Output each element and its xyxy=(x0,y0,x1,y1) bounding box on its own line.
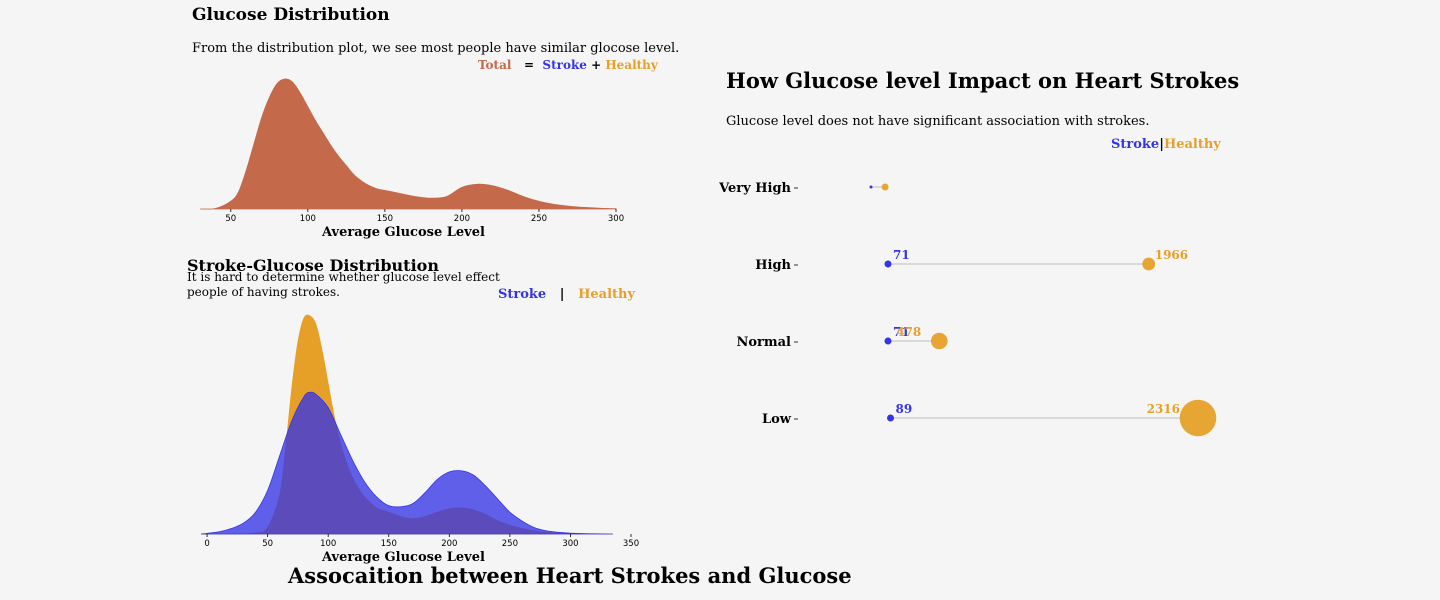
legend-stroke: Stroke xyxy=(1111,137,1160,152)
stroke-glucose-title: Stroke-Glucose Distribution xyxy=(187,256,439,275)
stroke-value-label: 89 xyxy=(896,402,913,416)
x-tick-label: 250 xyxy=(502,539,518,549)
healthy-point xyxy=(881,183,889,191)
x-tick-label: 300 xyxy=(562,539,578,549)
stroke-glucose-plot: 0 50 100 150 200 250 300 350 xyxy=(200,314,639,549)
x-tick-label: 50 xyxy=(225,214,236,224)
x-tick-label: 100 xyxy=(320,539,336,549)
impact-title: How Glucose level Impact on Heart Stroke… xyxy=(726,68,1240,93)
x-tick-label: 250 xyxy=(531,214,547,224)
x-tick-label: 200 xyxy=(454,214,470,224)
glucose-dist-subtitle: From the distribution plot, we see most … xyxy=(192,41,680,56)
healthy-value-label: 478 xyxy=(896,325,921,339)
stroke-point xyxy=(869,185,873,189)
glucose-dist-plot: 50 100 150 200 250 300 xyxy=(199,78,624,224)
stroke-point xyxy=(884,337,892,345)
category-label: Very High xyxy=(718,181,791,196)
healthy-point xyxy=(1142,257,1156,271)
legend-healthy: Healthy xyxy=(1163,137,1221,152)
glucose-dist-xlabel: Average Glucose Level xyxy=(322,225,485,240)
legend-total: Total xyxy=(478,58,512,72)
x-tick-label: 200 xyxy=(441,539,457,549)
healthy-value-label: 2316 xyxy=(1147,402,1180,416)
stroke-glucose-xlabel: Average Glucose Level xyxy=(322,550,485,565)
stroke-glucose-legend: Stroke | Healthy xyxy=(498,287,635,302)
legend-healthy: Healthy xyxy=(578,287,636,302)
stroke-glucose-subtitle-line1: It is hard to determine whether glucose … xyxy=(187,270,500,284)
glucose-dist-title: Glucose Distribution xyxy=(192,5,390,25)
figure-suptitle: Assocaition between Heart Strokes and Gl… xyxy=(288,563,852,588)
x-tick-label: 150 xyxy=(381,539,397,549)
stroke-point xyxy=(884,260,892,268)
stroke-value-label: 71 xyxy=(893,325,910,339)
stroke-point xyxy=(887,414,895,422)
healthy-point xyxy=(1179,399,1217,437)
stroke-glucose-subtitle-line2: people of having strokes. xyxy=(187,285,340,299)
x-tick-label: 100 xyxy=(300,214,316,224)
legend-separator: | xyxy=(559,287,565,302)
healthy-value-label: 1966 xyxy=(1155,248,1188,262)
x-tick-label: 350 xyxy=(623,539,639,549)
x-tick-label: 0 xyxy=(204,539,209,549)
legend-stroke: Stroke xyxy=(542,58,587,72)
glucose-dist-legend: Total = Stroke + Healthy xyxy=(478,58,658,72)
legend-equals: = xyxy=(523,58,535,72)
legend-plus: + xyxy=(591,58,602,72)
density-area-total xyxy=(199,78,617,210)
category-label: Normal xyxy=(736,335,791,350)
category-label: High xyxy=(755,258,791,273)
legend-separator: | xyxy=(1159,137,1164,152)
impact-legend: Stroke|Healthy xyxy=(1111,137,1221,152)
x-tick-label: 300 xyxy=(608,214,624,224)
legend-stroke: Stroke xyxy=(498,287,547,302)
x-tick-label: 50 xyxy=(262,539,273,549)
category-label: Low xyxy=(762,412,792,427)
stroke-value-label: 71 xyxy=(893,248,910,262)
healthy-point xyxy=(930,332,948,350)
legend-healthy: Healthy xyxy=(605,58,658,72)
impact-subtitle: Glucose level does not have significant … xyxy=(726,114,1150,129)
x-tick-label: 150 xyxy=(377,214,393,224)
density-area-stroke xyxy=(200,391,613,535)
